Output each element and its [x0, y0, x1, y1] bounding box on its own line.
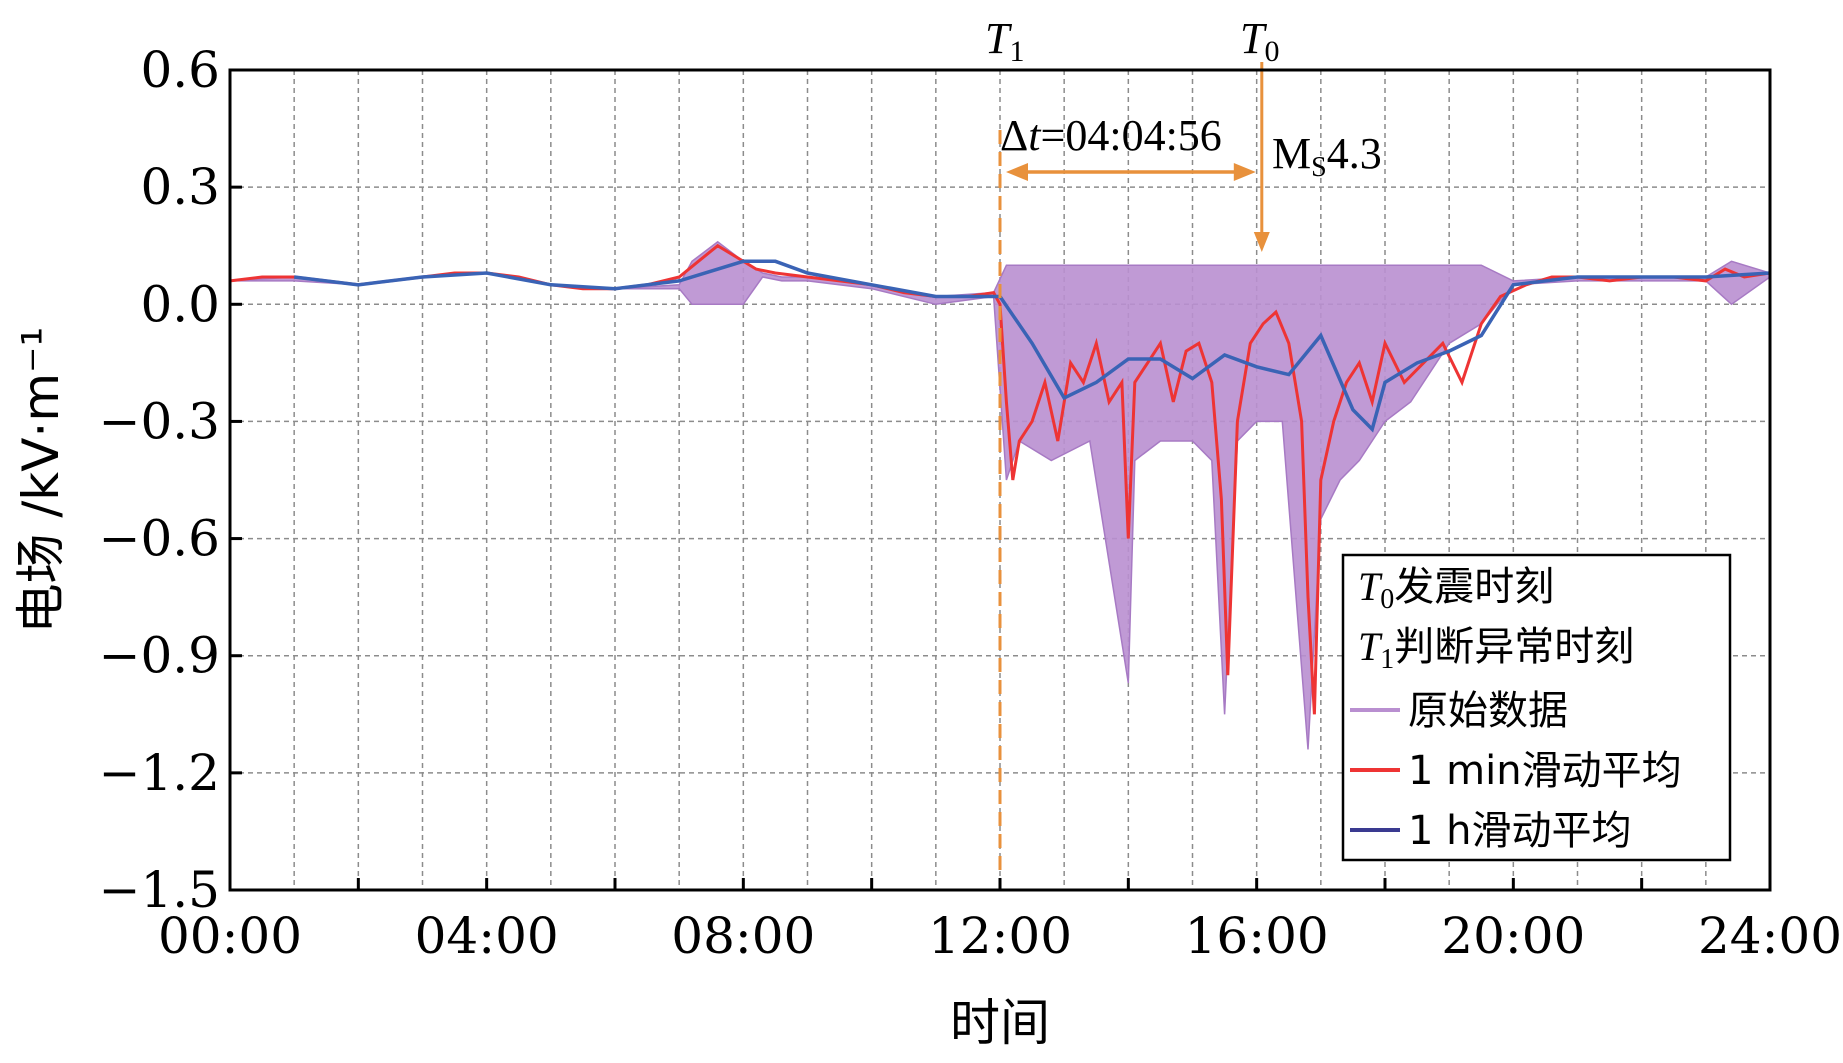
legend-box	[1341, 553, 1732, 862]
delta-t-label: Δt=04:04:56	[1000, 111, 1222, 160]
delta-t-arrowhead-left	[1006, 163, 1028, 181]
y-axis: 0.6 0.3 0.0 −0.3 −0.6 −0.9 −1.2 −1.5	[99, 41, 242, 919]
y-axis-title: 电场 /kV·m⁻¹	[12, 327, 70, 634]
grid	[230, 70, 1770, 890]
magnitude-label: MS4.3	[1272, 129, 1382, 183]
x-tick-label: 20:00	[1441, 907, 1585, 965]
y-tick-label: 0.3	[140, 158, 220, 216]
y-tick-label: 0.0	[140, 275, 220, 333]
legend-raw-label: 原始数据	[1408, 688, 1568, 734]
x-axis-title: 时间	[950, 994, 1050, 1052]
y-tick-label: 0.6	[140, 41, 220, 99]
t0-label: T0	[1240, 14, 1279, 68]
t1-label: T1	[985, 14, 1024, 68]
delta-t-arrowhead-right	[1233, 163, 1256, 181]
y-tick-label: −0.6	[99, 510, 220, 568]
legend-t0-entry: T0发震时刻	[1358, 564, 1554, 615]
legend-t1-entry: T1判断异常时刻	[1358, 624, 1634, 675]
t0-arrowhead	[1253, 232, 1270, 252]
y-tick-label: −1.5	[99, 861, 220, 919]
x-tick-label: 24:00	[1698, 907, 1842, 965]
legend: T0发震时刻 T1判断异常时刻 原始数据 1 min滑动平均 1 h滑动平均	[1341, 553, 1732, 862]
x-tick-label: 08:00	[671, 907, 815, 965]
1h-average-series	[293, 259, 1770, 433]
legend-1min-label: 1 min滑动平均	[1408, 748, 1682, 794]
y-tick-label: −0.9	[99, 627, 220, 685]
x-tick-label: 12:00	[928, 907, 1072, 965]
x-axis: 00:00 04:00 08:00 12:00 16:00 20:00 24:00	[158, 878, 1842, 965]
y-tick-label: −1.2	[99, 744, 220, 802]
x-tick-label: 04:00	[415, 907, 559, 965]
y-tick-label: −0.3	[99, 392, 220, 450]
x-tick-label: 00:00	[158, 907, 302, 965]
x-tick-label: 16:00	[1185, 907, 1329, 965]
legend-1h-label: 1 h滑动平均	[1408, 808, 1632, 854]
